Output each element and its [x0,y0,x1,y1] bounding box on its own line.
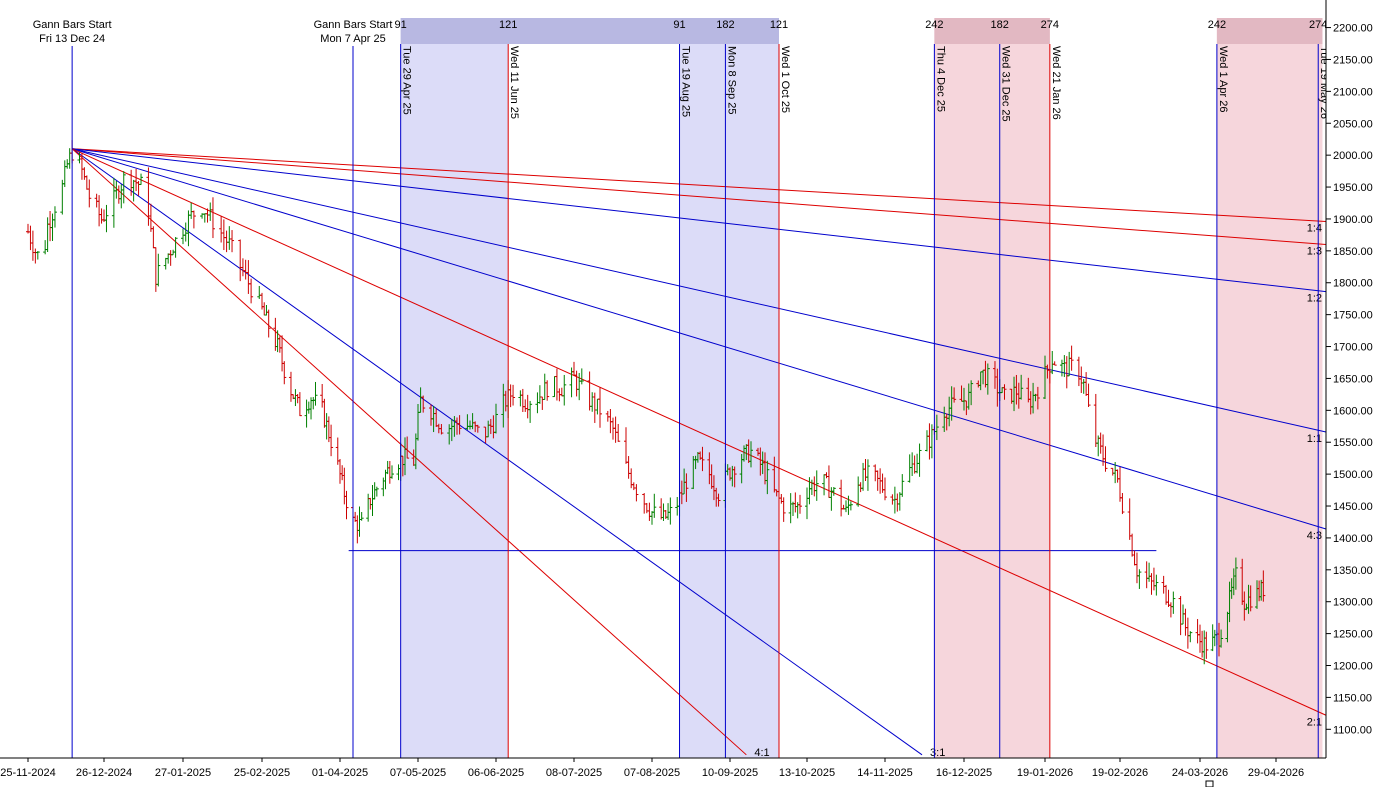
price-axis-label: 2000.00 [1333,150,1373,162]
price-axis-label: 1200.00 [1333,661,1373,673]
cycle-date-label: Thu 4 Dec 25 [934,46,946,112]
cycle-count-label: 121 [499,19,517,31]
date-axis-panel [0,758,1376,787]
date-axis-label: 16-12-2025 [936,767,992,779]
date-axis-label: 25-11-2024 [0,767,55,779]
price-axis-label: 1600.00 [1333,405,1373,417]
cycle-count-label: 242 [1208,19,1226,31]
date-axis-label: 19-01-2026 [1017,767,1073,779]
date-axis-label: 24-03-2026 [1172,767,1228,779]
price-axis-label: 1650.00 [1333,373,1373,385]
price-axis-panel [1326,0,1376,787]
cycle-header-band [400,18,779,44]
cycle-count-label: 274 [1041,19,1059,31]
cycle-date-label: Wed 31 Dec 25 [1000,46,1012,122]
price-axis-label: 1150.00 [1333,692,1372,704]
price-axis-label: 1850.00 [1333,246,1373,258]
cycle-date-label: Tue 19 Aug 25 [680,46,692,117]
price-axis-label: 1950.00 [1333,182,1373,194]
cycle-count-label: 182 [991,19,1009,31]
cycle-date-label: Wed 1 Oct 25 [779,46,791,113]
cycle-count-label: 182 [716,19,734,31]
cycle-header-band [1216,18,1323,44]
date-axis-label: 13-10-2025 [779,767,835,779]
price-axis-label: 1100.00 [1333,724,1372,736]
date-axis-label: 10-09-2025 [702,767,758,779]
gann-fan-label: 1:2 [1307,293,1322,305]
cycle-count-label: 121 [770,19,788,31]
gann-start-date: Fri 13 Dec 24 [39,33,105,45]
date-axis-label: 07-05-2025 [390,767,446,779]
price-axis-label: 1450.00 [1333,501,1373,513]
price-axis-label: 2100.00 [1333,86,1373,98]
cycle-date-label: Wed 1 Apr 26 [1217,46,1229,112]
price-axis-label: 1700.00 [1333,342,1373,354]
cycle-date-label: Tue 29 Apr 25 [401,46,413,115]
cycle-shaded-region [400,18,509,758]
cycle-shaded-region [934,18,1050,758]
gann-start-header: Gann Bars Start [314,19,393,31]
gann-start-date: Mon 7 Apr 25 [320,33,385,45]
price-axis-label: 1800.00 [1333,278,1373,290]
date-axis-label: 06-06-2025 [468,767,524,779]
cycle-shaded-region [679,18,779,758]
price-axis-label: 1400.00 [1333,533,1373,545]
cycle-shaded-region [1216,18,1323,758]
date-axis-label: 14-11-2025 [857,767,912,779]
price-axis-label: 1500.00 [1333,469,1373,481]
gann-fan-label: 2:1 [1307,716,1322,728]
gann-fan-line [71,148,1327,716]
gann-fan-label: 1:4 [1307,223,1322,235]
date-axis-label: 19-02-2026 [1092,767,1148,779]
cycle-date-label: Mon 8 Sep 25 [725,46,737,115]
date-axis-label: 29-04-2026 [1248,767,1304,779]
cycle-count-label: 242 [925,19,943,31]
gann-fan-line [72,148,1327,433]
cycle-header-band [934,18,1050,44]
price-axis-label: 1300.00 [1333,597,1373,609]
date-axis-label: 08-07-2025 [546,767,602,779]
gann-fan-line [71,148,747,756]
gann-fan-label: 4:3 [1307,530,1322,542]
date-axis-label: 07-08-2025 [624,767,680,779]
cycle-count-label: 274 [1309,19,1327,31]
date-axis-label: 26-12-2024 [76,767,132,779]
cycle-count-label: 91 [673,19,685,31]
gann-start-header: Gann Bars Start [33,19,112,31]
gann-fan-label: 1:1 [1307,433,1322,445]
price-axis-label: 1250.00 [1333,629,1373,641]
price-axis-label: 1350.00 [1333,565,1373,577]
gann-fan-line [71,148,1327,530]
price-axis-label: 2200.00 [1333,23,1373,35]
gann-fan-label: 1:3 [1307,245,1322,257]
gann-fan-label: 3:1 [930,747,945,759]
date-axis-label: 27-01-2025 [155,767,211,779]
scroll-handle [1205,780,1214,788]
date-axis-label: 01-04-2025 [312,767,368,779]
gann-fan-label: 4:1 [754,747,769,759]
gann-fan-line [72,148,1327,222]
gann-fan-line [72,148,1327,245]
gann-fan-line [72,148,1327,293]
price-axis-label: 2050.00 [1333,118,1373,130]
price-axis-label: 1750.00 [1333,310,1373,322]
gann-fan-line [71,148,923,756]
cycle-date-label: Wed 21 Jan 26 [1050,46,1062,120]
date-axis-label: 25-02-2025 [234,767,290,779]
cycle-count-label: 91 [395,19,407,31]
cycle-date-label: Wed 11 Jun 25 [508,46,520,119]
price-axis-label: 1550.00 [1333,437,1373,449]
price-axis-label: 2150.00 [1333,54,1373,66]
price-axis-label: 1900.00 [1333,214,1373,226]
